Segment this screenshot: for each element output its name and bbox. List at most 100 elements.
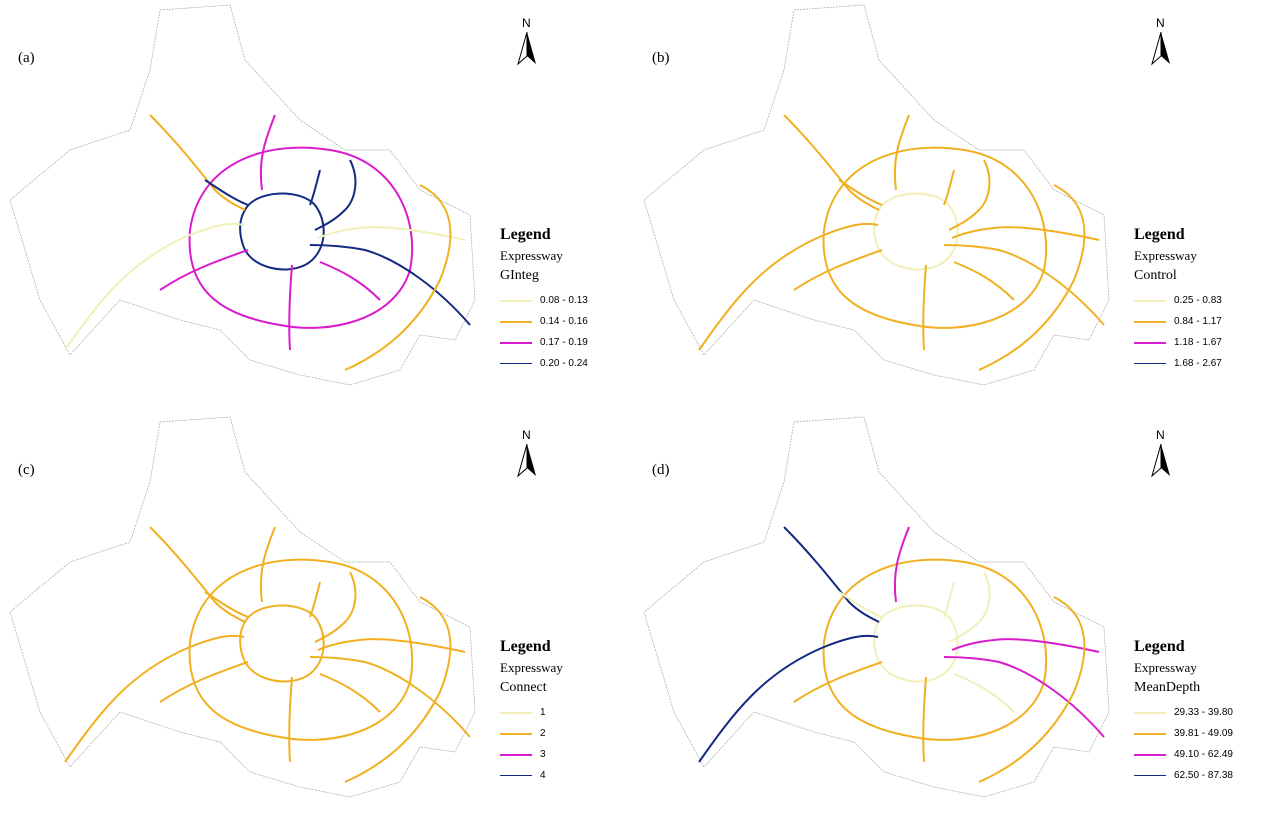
expressway-segment — [978, 596, 1086, 783]
expressway-segment — [344, 596, 452, 783]
legend-layer: Expressway — [500, 660, 563, 675]
legend-swatch — [1134, 320, 1166, 323]
expressway-segment — [793, 249, 883, 291]
expressway-segment — [188, 146, 414, 329]
legend-class-label: 0.20 - 0.24 — [540, 358, 588, 369]
expressway-segment — [309, 581, 321, 618]
legend-item: 0.84 - 1.17 — [1134, 311, 1264, 332]
expressway-segment — [793, 661, 883, 703]
north-label: N — [1156, 428, 1165, 442]
legend-title: Legend — [1134, 638, 1185, 655]
legend-class-label: 62.50 - 87.38 — [1174, 770, 1233, 781]
north-arrow-icon: N — [512, 428, 542, 480]
expressway-segment — [204, 591, 249, 618]
legend-swatch — [500, 732, 532, 735]
expressway-segment — [951, 638, 1100, 653]
expressway-segment — [64, 634, 245, 763]
legend-field: Connect — [500, 680, 547, 695]
expressway-segment — [698, 222, 879, 351]
panel-label: (d) — [652, 462, 670, 478]
legend-swatch — [1134, 775, 1166, 776]
north-arrow-icon: N — [1146, 428, 1176, 480]
expressway-segment — [922, 264, 927, 351]
expressway-segment — [149, 114, 246, 211]
expressway-segment — [314, 159, 357, 231]
expressway-segment — [943, 656, 1105, 738]
legend-item: 0.14 - 0.16 — [500, 311, 630, 332]
expressway-segment — [948, 571, 991, 643]
legend-item: 0.17 - 0.19 — [500, 332, 630, 353]
legend-item: 62.50 - 87.38 — [1134, 765, 1264, 786]
legend-class-label: 1.18 - 1.67 — [1174, 337, 1222, 348]
expressway-segment — [188, 558, 414, 741]
expressway-segment — [149, 526, 246, 623]
legend-class-label: 0.14 - 0.16 — [540, 316, 588, 327]
legend-layer: Expressway — [1134, 660, 1197, 675]
expressway-map — [643, 4, 1110, 386]
legend-layer: Expressway — [500, 248, 563, 263]
expressway-segment — [783, 526, 880, 623]
expressway-segment — [239, 604, 325, 683]
legend-class-label: 1 — [540, 707, 546, 718]
legend-class-label: 3 — [540, 749, 546, 760]
expressway-segment — [159, 661, 249, 703]
legend-swatch — [500, 299, 532, 302]
legend-item: 49.10 - 62.49 — [1134, 744, 1264, 765]
legend-swatch — [500, 363, 532, 364]
legend-item: 1 — [500, 702, 630, 723]
expressway-segment — [344, 184, 452, 371]
legend-class-label: 2 — [540, 728, 546, 739]
expressway-segment — [873, 604, 959, 683]
expressway-segment — [317, 226, 466, 241]
expressway-segment — [319, 261, 381, 301]
north-label: N — [522, 428, 531, 442]
expressway-segment — [288, 676, 293, 763]
legend-item: 0.08 - 0.13 — [500, 290, 630, 311]
expressway-segment — [978, 184, 1086, 371]
legend-swatch — [1134, 299, 1166, 302]
north-arrow-icon: N — [512, 16, 542, 68]
expressway-segment — [239, 192, 325, 271]
expressway-segment — [319, 673, 381, 713]
expressway-segment — [943, 581, 955, 618]
legend-item: 1.18 - 1.67 — [1134, 332, 1264, 353]
legend-item: 0.25 - 0.83 — [1134, 290, 1264, 311]
expressway-segment — [922, 676, 927, 763]
expressway-segment — [309, 656, 471, 738]
legend-item: 29.33 - 39.80 — [1134, 702, 1264, 723]
expressway-segment — [822, 558, 1048, 741]
expressway-segment — [314, 571, 357, 643]
expressway-segment — [838, 179, 883, 206]
legend-layer: Expressway — [1134, 248, 1197, 263]
expressway-map — [643, 416, 1110, 798]
expressway-segment — [159, 249, 249, 291]
legend-class-label: 1.68 - 2.67 — [1174, 358, 1222, 369]
expressway-segment — [951, 226, 1100, 241]
expressway-segment — [698, 634, 879, 763]
legend-item: 0.20 - 0.24 — [500, 353, 630, 374]
expressway-segment — [838, 591, 883, 618]
expressway-segment — [259, 526, 276, 603]
expressway-segment — [873, 192, 959, 271]
legend-swatch — [1134, 732, 1166, 735]
expressway-segment — [259, 114, 276, 191]
legend-class-label: 39.81 - 49.09 — [1174, 728, 1233, 739]
north-arrow-icon: N — [1146, 16, 1176, 68]
legend-class-label: 0.84 - 1.17 — [1174, 316, 1222, 327]
district-boundary — [643, 4, 1110, 386]
legend-item: 2 — [500, 723, 630, 744]
expressway-segment — [64, 222, 245, 351]
legend-swatch — [500, 320, 532, 323]
expressway-segment — [943, 169, 955, 206]
legend: Legend Expressway MeanDepth 29.33 - 39.80… — [1134, 638, 1264, 786]
legend-title: Legend — [500, 226, 551, 243]
legend-title: Legend — [500, 638, 551, 655]
legend-item: 39.81 - 49.09 — [1134, 723, 1264, 744]
legend-swatch — [500, 341, 532, 344]
legend: Legend Expressway Control 0.25 - 0.83 0.84… — [1134, 226, 1264, 374]
legend-swatch — [1134, 341, 1166, 344]
expressway-segment — [948, 159, 991, 231]
expressway-segment — [893, 526, 910, 603]
expressway-segment — [783, 114, 880, 211]
